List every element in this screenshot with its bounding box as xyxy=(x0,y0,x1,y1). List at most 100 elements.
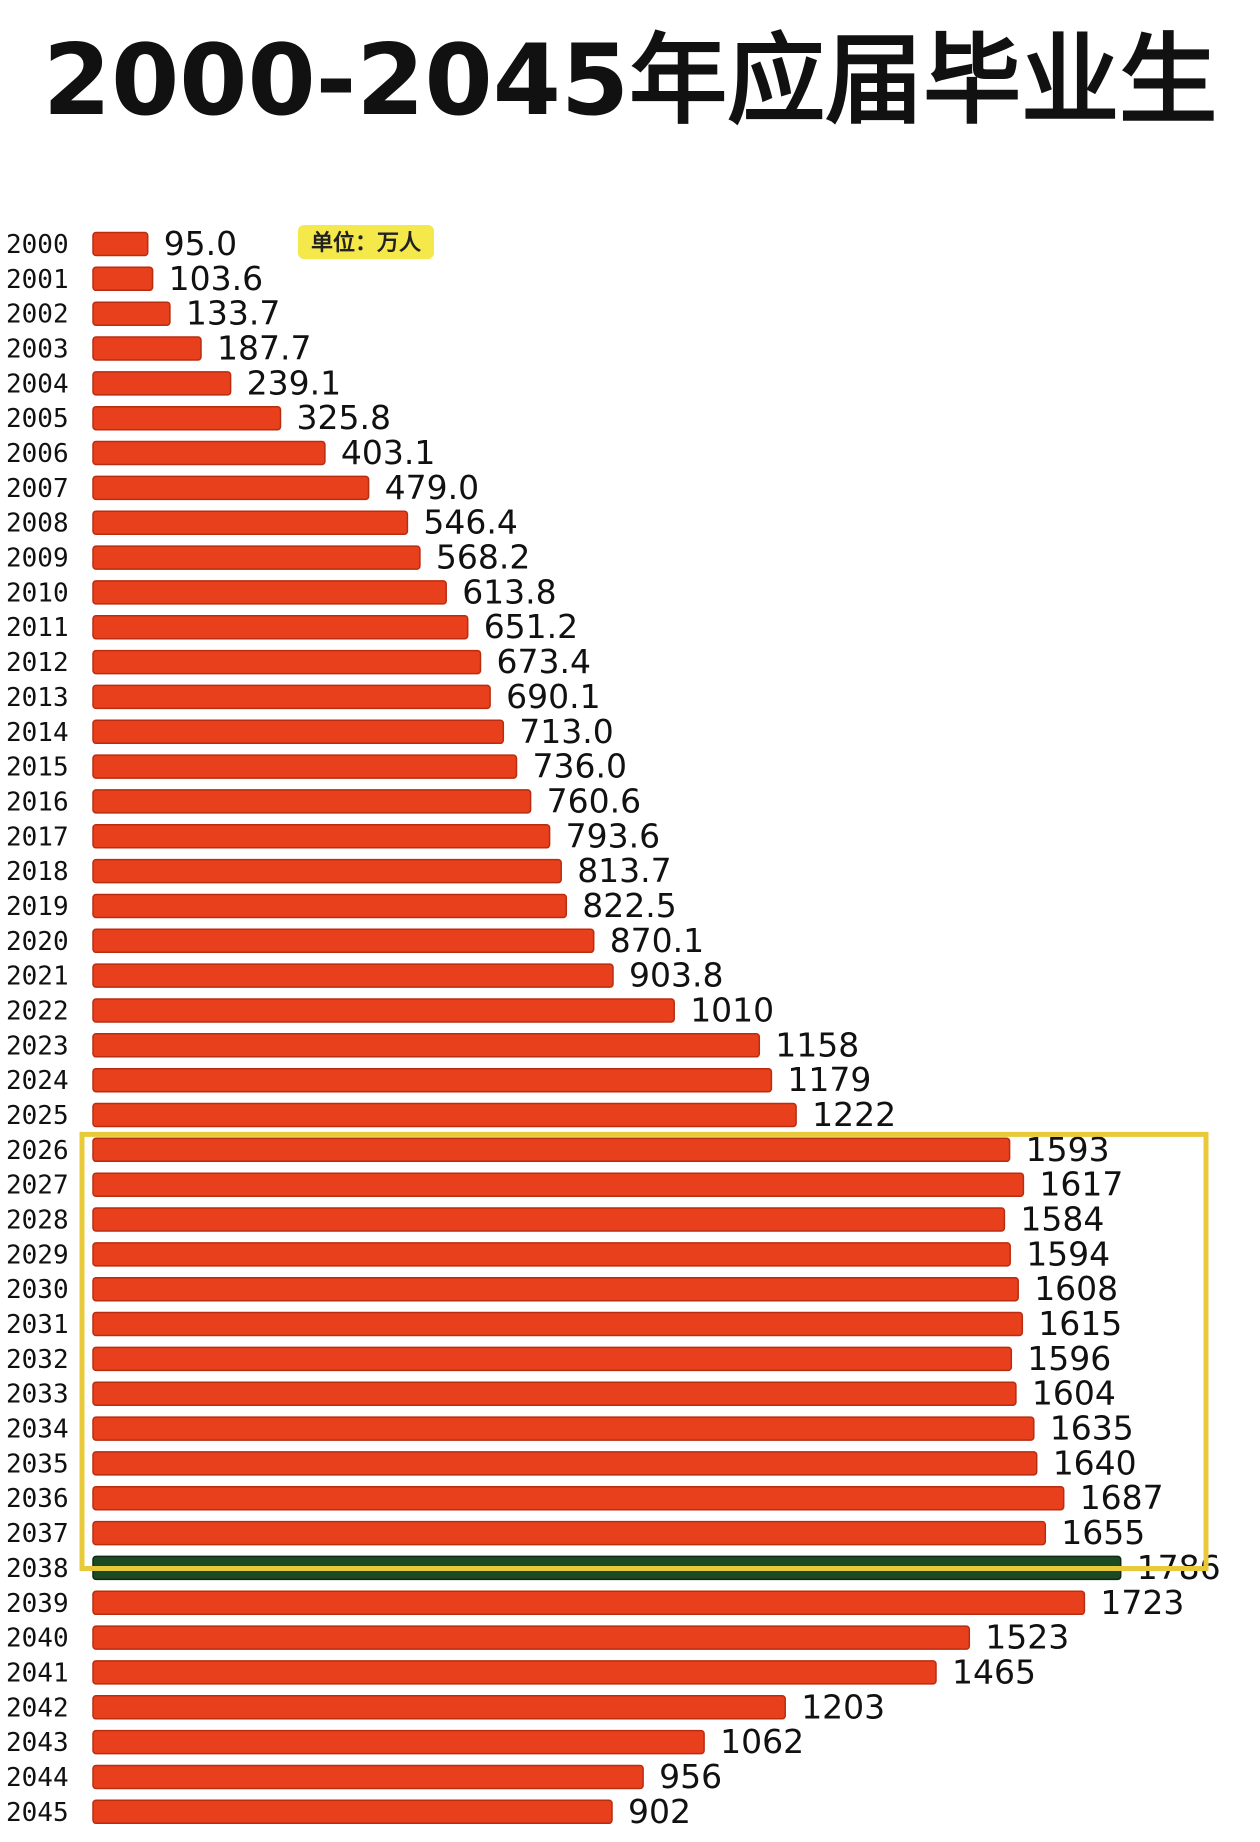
value-label-2043: 1062 xyxy=(720,1722,804,1761)
bar-2000 xyxy=(92,231,149,257)
value-label-2039: 1723 xyxy=(1100,1583,1184,1622)
value-label-2001: 103.6 xyxy=(169,259,263,298)
bar-2027 xyxy=(92,1172,1025,1197)
bar-2021 xyxy=(92,963,614,988)
value-label-2042: 1203 xyxy=(801,1687,885,1726)
bar-2031 xyxy=(92,1311,1024,1337)
value-label-2018: 813.7 xyxy=(577,851,671,890)
year-label-2000: 2000 xyxy=(6,230,69,260)
value-label-2040: 1523 xyxy=(985,1618,1069,1657)
highlight-box xyxy=(79,1131,1209,1572)
year-label-2007: 2007 xyxy=(6,474,69,504)
year-label-2021: 2021 xyxy=(6,962,69,992)
bar-2012 xyxy=(92,649,482,675)
value-label-2008: 546.4 xyxy=(423,503,517,542)
value-label-2031: 1615 xyxy=(1038,1304,1122,1343)
bar-2041 xyxy=(92,1660,937,1685)
bar-2006 xyxy=(92,440,326,466)
year-label-2040: 2040 xyxy=(6,1624,69,1654)
year-label-2027: 2027 xyxy=(6,1171,69,1201)
value-label-2037: 1655 xyxy=(1061,1513,1145,1552)
value-label-2005: 325.8 xyxy=(297,398,391,437)
year-label-2001: 2001 xyxy=(6,265,69,295)
value-label-2023: 1158 xyxy=(775,1025,859,1064)
value-label-2011: 651.2 xyxy=(484,607,578,646)
bar-2022 xyxy=(92,998,675,1023)
bar-2040 xyxy=(92,1625,971,1650)
bar-2013 xyxy=(92,684,491,710)
bar-2005 xyxy=(92,405,282,431)
value-label-2030: 1608 xyxy=(1034,1269,1118,1308)
value-label-2006: 403.1 xyxy=(341,433,435,472)
value-label-2044: 956 xyxy=(659,1757,722,1796)
year-label-2039: 2039 xyxy=(6,1589,69,1619)
value-label-2019: 822.5 xyxy=(582,886,676,925)
bar-2018 xyxy=(92,858,562,884)
bar-2043 xyxy=(92,1729,705,1755)
unit-label: 单位：万人 xyxy=(311,230,421,256)
value-label-2015: 736.0 xyxy=(533,747,627,786)
year-labels-group: 2000 2001 2002 2003 2004 2005 2006 2007 2008 2009… xyxy=(6,230,69,1828)
year-label-2032: 2032 xyxy=(6,1345,69,1375)
year-label-2034: 2034 xyxy=(6,1415,69,1445)
bar-2008 xyxy=(92,510,409,535)
bar-2002 xyxy=(92,301,171,326)
bar-2011 xyxy=(92,614,469,640)
bar-2010 xyxy=(92,580,447,605)
year-label-2020: 2020 xyxy=(6,927,69,957)
year-label-2010: 2010 xyxy=(6,578,69,608)
bar-2035 xyxy=(92,1451,1038,1476)
year-label-2031: 2031 xyxy=(6,1310,69,1340)
year-label-2011: 2011 xyxy=(6,613,69,643)
value-label-2017: 793.6 xyxy=(566,816,660,855)
year-label-2023: 2023 xyxy=(6,1031,69,1061)
unit-badge-background xyxy=(298,225,434,259)
bar-2014 xyxy=(92,719,505,745)
year-label-2008: 2008 xyxy=(6,509,69,539)
year-label-2045: 2045 xyxy=(6,1798,69,1828)
year-label-2037: 2037 xyxy=(6,1519,69,1549)
value-label-2024: 1179 xyxy=(787,1060,871,1099)
bar-2044 xyxy=(92,1764,644,1790)
value-label-2000: 95.0 xyxy=(164,224,237,263)
year-label-2014: 2014 xyxy=(6,718,69,748)
value-label-2028: 1584 xyxy=(1020,1200,1104,1239)
value-label-2016: 760.6 xyxy=(547,781,641,820)
value-label-2022: 1010 xyxy=(690,991,774,1030)
bar-2019 xyxy=(92,893,568,919)
year-label-2009: 2009 xyxy=(6,544,69,574)
bar-2039 xyxy=(92,1590,1086,1616)
value-label-2004: 239.1 xyxy=(247,363,341,402)
bar-2009 xyxy=(92,545,421,570)
year-label-2042: 2042 xyxy=(6,1693,69,1723)
year-label-2019: 2019 xyxy=(6,892,69,922)
year-label-2024: 2024 xyxy=(6,1066,69,1096)
year-label-2029: 2029 xyxy=(6,1240,69,1270)
value-label-2029: 1594 xyxy=(1026,1234,1110,1273)
year-label-2038: 2038 xyxy=(6,1554,69,1584)
year-label-2036: 2036 xyxy=(6,1484,69,1514)
value-label-2020: 870.1 xyxy=(610,921,704,960)
bar-2029 xyxy=(92,1242,1011,1267)
value-label-2009: 568.2 xyxy=(436,538,530,577)
year-label-2022: 2022 xyxy=(6,997,69,1027)
bar-2003 xyxy=(92,336,202,361)
year-label-2005: 2005 xyxy=(6,404,69,434)
value-label-2003: 187.7 xyxy=(217,329,311,368)
bar-2030 xyxy=(92,1276,1019,1302)
bar-2042 xyxy=(92,1695,786,1720)
value-label-2032: 1596 xyxy=(1027,1339,1111,1378)
bar-2032 xyxy=(92,1346,1013,1372)
year-label-2012: 2012 xyxy=(6,648,69,678)
year-label-2028: 2028 xyxy=(6,1206,69,1236)
year-label-2033: 2033 xyxy=(6,1380,69,1410)
year-label-2015: 2015 xyxy=(6,753,69,783)
value-label-2027: 1617 xyxy=(1039,1165,1123,1204)
bar-2015 xyxy=(92,754,518,779)
bar-2036 xyxy=(92,1485,1065,1511)
value-label-2012: 673.4 xyxy=(497,642,591,681)
year-label-2026: 2026 xyxy=(6,1136,69,1166)
value-label-2002: 133.7 xyxy=(186,294,280,333)
value-label-2035: 1640 xyxy=(1053,1443,1137,1482)
